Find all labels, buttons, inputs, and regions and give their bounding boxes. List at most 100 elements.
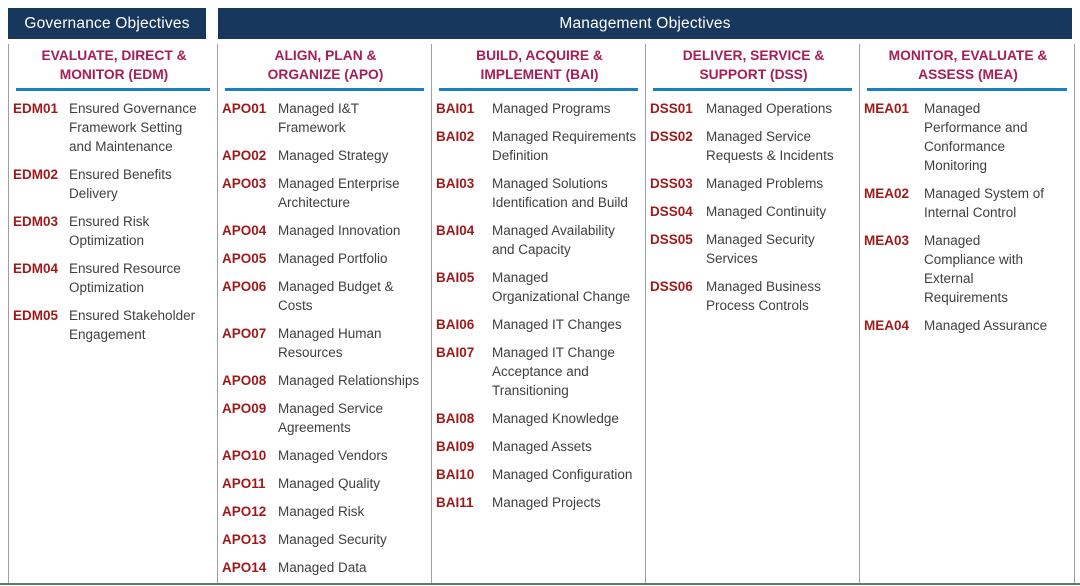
objective-code: BAI01 bbox=[436, 101, 475, 116]
objective-code: BAI09 bbox=[436, 439, 475, 454]
objective-label: Managed Performance and Conformance Moni… bbox=[924, 101, 1028, 173]
objective-label: Managed Projects bbox=[492, 495, 601, 510]
objective-item: APO09 Managed Service Agreements bbox=[222, 399, 429, 437]
objective-item: APO11 Managed Quality bbox=[222, 474, 429, 493]
objective-code: APO04 bbox=[222, 223, 267, 238]
objective-label: Managed Organizational Change bbox=[492, 270, 631, 304]
objective-item: APO04 Managed Innovation bbox=[222, 221, 429, 240]
objective-code: DSS03 bbox=[650, 176, 693, 191]
objective-code: BAI04 bbox=[436, 223, 475, 238]
objective-item: DSS06 Managed Business Process Controls bbox=[650, 277, 857, 315]
column-bai: BUILD, ACQUIRE & IMPLEMENT (BAI) BAI01 M… bbox=[432, 44, 646, 584]
column-bai-underline bbox=[439, 88, 638, 91]
objective-item: DSS01 Managed Operations bbox=[650, 99, 857, 118]
objective-item: APO07 Managed Human Resources bbox=[222, 324, 429, 362]
objective-item: EDM05 Ensured Stakeholder Engagement bbox=[13, 306, 215, 344]
column-apo-underline bbox=[225, 88, 424, 91]
objective-item: BAI07 Managed IT Change Acceptance and T… bbox=[436, 343, 643, 400]
objective-label: Ensured Governance Framework Setting and… bbox=[69, 101, 197, 154]
bottom-rule bbox=[0, 583, 1080, 585]
objective-code: MEA04 bbox=[864, 318, 910, 333]
objective-code: APO10 bbox=[222, 448, 267, 463]
column-edm-underline bbox=[16, 88, 210, 91]
objective-code: BAI10 bbox=[436, 467, 475, 482]
objective-code: APO07 bbox=[222, 326, 267, 341]
objective-label: Managed Human Resources bbox=[278, 326, 382, 360]
objective-code: APO11 bbox=[222, 476, 266, 491]
objective-item: BAI11 Managed Projects bbox=[436, 493, 643, 512]
objective-item: BAI01 Managed Programs bbox=[436, 99, 643, 118]
objective-label: Managed Security bbox=[278, 532, 387, 547]
objective-item: EDM02 Ensured Benefits Delivery bbox=[13, 165, 215, 203]
objective-code: DSS04 bbox=[650, 204, 693, 219]
objective-item: BAI10 Managed Configuration bbox=[436, 465, 643, 484]
objective-code: DSS01 bbox=[650, 101, 693, 116]
objective-code: EDM04 bbox=[13, 261, 59, 276]
objective-item: BAI03 Managed Solutions Identification a… bbox=[436, 174, 643, 212]
objective-item: DSS04 Managed Continuity bbox=[650, 202, 857, 221]
objective-label: Managed Programs bbox=[492, 101, 611, 116]
column-edm: EVALUATE, DIRECT & MONITOR (EDM) EDM01 E… bbox=[8, 44, 218, 584]
objective-code: DSS05 bbox=[650, 232, 693, 247]
objective-label: Managed Operations bbox=[706, 101, 833, 116]
objective-code: EDM01 bbox=[13, 101, 59, 116]
column-dss-underline bbox=[653, 88, 852, 91]
objective-label: Managed Availability and Capacity bbox=[492, 223, 615, 257]
objective-code: BAI02 bbox=[436, 129, 475, 144]
objective-label: Managed Security Services bbox=[706, 232, 815, 266]
objectives-columns: EVALUATE, DIRECT & MONITOR (EDM) EDM01 E… bbox=[8, 44, 1076, 584]
objective-code: APO14 bbox=[222, 560, 267, 575]
objective-item: MEA03 Managed Compliance with External R… bbox=[864, 231, 1072, 307]
objective-code: APO08 bbox=[222, 373, 267, 388]
objective-label: Managed Vendors bbox=[278, 448, 388, 463]
objective-label: Ensured Risk Optimization bbox=[69, 214, 150, 248]
governance-objectives-banner: Governance Objectives bbox=[8, 8, 206, 39]
objective-code: BAI08 bbox=[436, 411, 475, 426]
objective-label: Managed Portfolio bbox=[278, 251, 388, 266]
objective-label: Managed Service Requests & Incidents bbox=[706, 129, 834, 163]
objective-label: Managed I&T Framework bbox=[278, 101, 360, 135]
objective-label: Managed Assurance bbox=[924, 318, 1048, 333]
objective-label: Managed Business Process Controls bbox=[706, 279, 821, 313]
objective-label: Managed Continuity bbox=[706, 204, 827, 219]
column-mea-underline bbox=[867, 88, 1067, 91]
objective-item: BAI04 Managed Availability and Capacity bbox=[436, 221, 643, 259]
objective-code: APO12 bbox=[222, 504, 267, 519]
objective-item: BAI02 Managed Requirements Definition bbox=[436, 127, 643, 165]
column-mea: MONITOR, EVALUATE & ASSESS (MEA) MEA01 M… bbox=[860, 44, 1075, 584]
objective-code: MEA01 bbox=[864, 101, 910, 116]
management-banner-label: Management Objectives bbox=[559, 14, 731, 32]
column-apo-title: ALIGN, PLAN & ORGANIZE (APO) bbox=[267, 48, 384, 82]
objective-code: APO06 bbox=[222, 279, 267, 294]
objective-item: DSS02 Managed Service Requests & Inciden… bbox=[650, 127, 857, 165]
objective-label: Managed Enterprise Architecture bbox=[278, 176, 400, 210]
objective-code: APO02 bbox=[222, 148, 267, 163]
objective-item: DSS05 Managed Security Services bbox=[650, 230, 857, 268]
objective-code: EDM03 bbox=[13, 214, 59, 229]
objective-item: APO01 Managed I&T Framework bbox=[222, 99, 429, 137]
objective-label: Managed Configuration bbox=[492, 467, 633, 482]
objective-code: EDM02 bbox=[13, 167, 59, 182]
objective-item: APO06 Managed Budget & Costs bbox=[222, 277, 429, 315]
objective-item: MEA04 Managed Assurance bbox=[864, 316, 1072, 335]
objective-item: EDM04 Ensured Resource Optimization bbox=[13, 259, 215, 297]
objective-label: Managed Problems bbox=[706, 176, 824, 191]
objective-code: DSS06 bbox=[650, 279, 693, 294]
objective-label: Ensured Stakeholder Engagement bbox=[69, 308, 196, 342]
objective-item: EDM01 Ensured Governance Framework Setti… bbox=[13, 99, 215, 156]
column-mea-title: MONITOR, EVALUATE & ASSESS (MEA) bbox=[888, 48, 1048, 82]
objective-item: APO13 Managed Security bbox=[222, 530, 429, 549]
objective-label: Managed IT Changes bbox=[492, 317, 622, 332]
column-dss-title: DELIVER, SERVICE & SUPPORT (DSS) bbox=[682, 48, 825, 82]
objective-item: APO10 Managed Vendors bbox=[222, 446, 429, 465]
objective-item: MEA02 Managed System of Internal Control bbox=[864, 184, 1072, 222]
objective-label: Managed System of Internal Control bbox=[924, 186, 1045, 220]
objective-label: Ensured Resource Optimization bbox=[69, 261, 181, 295]
objective-label: Managed Relationships bbox=[278, 373, 420, 388]
objective-code: EDM05 bbox=[13, 308, 59, 323]
objective-label: Managed Solutions Identification and Bui… bbox=[492, 176, 628, 210]
objective-code: BAI03 bbox=[436, 176, 475, 191]
management-objectives-banner: Management Objectives bbox=[218, 8, 1072, 39]
objective-code: APO13 bbox=[222, 532, 267, 547]
